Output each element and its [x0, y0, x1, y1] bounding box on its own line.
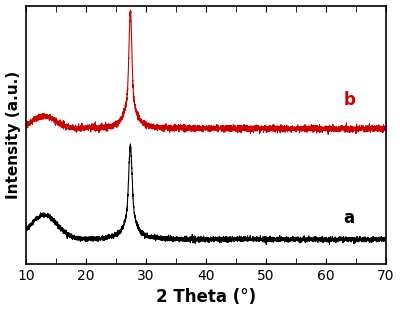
Text: a: a — [344, 209, 355, 227]
Text: b: b — [344, 91, 356, 109]
X-axis label: 2 Theta (°): 2 Theta (°) — [156, 289, 256, 306]
Y-axis label: Intensity (a.u.): Intensity (a.u.) — [6, 71, 20, 199]
